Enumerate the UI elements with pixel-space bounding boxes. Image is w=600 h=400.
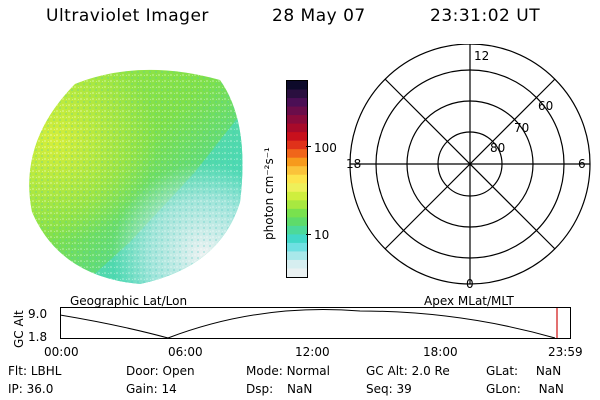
- colorbar-segment: [287, 174, 307, 184]
- footer-glat: GLat: NaN: [486, 364, 562, 378]
- colorbar-segment: [287, 149, 307, 159]
- colorbar-tick-10: 10: [314, 228, 330, 242]
- colorbar-segment: [287, 217, 307, 227]
- altplot-xtick-1800: 18:00: [423, 345, 458, 359]
- colorbar-segment: [287, 115, 307, 125]
- app-title: Ultraviolet Imager: [46, 6, 209, 26]
- uv-image-disc: [29, 69, 243, 284]
- colorbar-segment: [287, 208, 307, 218]
- altplot-xtick-0000: 00:00: [44, 345, 79, 359]
- geo-latlon-label: Geographic Lat/Lon: [70, 294, 188, 308]
- apex-mlat-mlt-label: Apex MLat/MLT: [424, 294, 514, 308]
- colorbar-segment: [287, 191, 307, 201]
- altplot-ylabel: GC Alt: [12, 310, 26, 348]
- footer-gc-alt: GC Alt: 2.0 Re: [366, 364, 450, 378]
- footer-door: Door: Open: [126, 364, 195, 378]
- colorbar-segment: [287, 242, 307, 252]
- footer-dsp: Dsp: NaN: [246, 382, 313, 396]
- polar-mlat-mlt-plot: 12 0 18 6 60 70 80: [346, 44, 591, 291]
- altitude-plot: [60, 307, 571, 339]
- footer-gain: Gain: 14: [126, 382, 177, 396]
- colorbar-segment: [287, 234, 307, 244]
- mlt-label-0: 0: [466, 277, 474, 291]
- date-label: 28 May 07: [272, 6, 366, 26]
- colorbar-tickmark: [306, 234, 311, 235]
- mlt-label-12: 12: [474, 49, 489, 63]
- colorbar-segment: [287, 132, 307, 142]
- colorbar-segment: [287, 251, 307, 261]
- altplot-ytick-1.8: 1.8: [28, 330, 48, 344]
- altplot-ytick-9: 9.0: [28, 307, 48, 321]
- colorbar-segment: [287, 98, 307, 108]
- colorbar-segment: [287, 225, 307, 235]
- altplot-xtick-2359: 23:59: [548, 345, 583, 359]
- colorbar-segment: [287, 200, 307, 210]
- footer-seq: Seq: 39: [366, 382, 412, 396]
- colorbar-segment: [287, 81, 307, 91]
- colorbar-tickmark: [306, 146, 311, 147]
- colorbar-segment: [287, 166, 307, 176]
- mlat-label-80: 80: [490, 141, 505, 155]
- colorbar-segment: [287, 123, 307, 133]
- colorbar-segment: [287, 259, 307, 269]
- mlt-label-6: 6: [578, 157, 586, 171]
- colorbar-unit-label: photon cm⁻²s⁻¹: [262, 147, 276, 240]
- colorbar-segment: [287, 268, 307, 277]
- colorbar-segment: [287, 106, 307, 116]
- time-label: 23:31:02 UT: [430, 6, 541, 26]
- mlat-label-70: 70: [514, 121, 529, 135]
- altplot-xtick-0600: 06:00: [168, 345, 203, 359]
- footer-ip: IP: 36.0: [8, 382, 54, 396]
- colorbar-segment: [287, 183, 307, 193]
- mlt-label-18: 18: [346, 157, 361, 171]
- footer-filter: Flt: LBHL: [8, 364, 62, 378]
- colorbar: [286, 80, 308, 278]
- colorbar-tick-100: 100: [314, 141, 337, 155]
- footer-glon: GLon: NaN: [486, 382, 564, 396]
- colorbar-segment: [287, 157, 307, 167]
- mlat-label-60: 60: [538, 99, 553, 113]
- colorbar-segment: [287, 140, 307, 150]
- altitude-curve: [60, 309, 556, 339]
- footer-mode: Mode: Normal: [246, 364, 330, 378]
- altplot-xtick-1200: 12:00: [295, 345, 330, 359]
- polar-diagonal: [384, 78, 556, 250]
- colorbar-segment: [287, 89, 307, 99]
